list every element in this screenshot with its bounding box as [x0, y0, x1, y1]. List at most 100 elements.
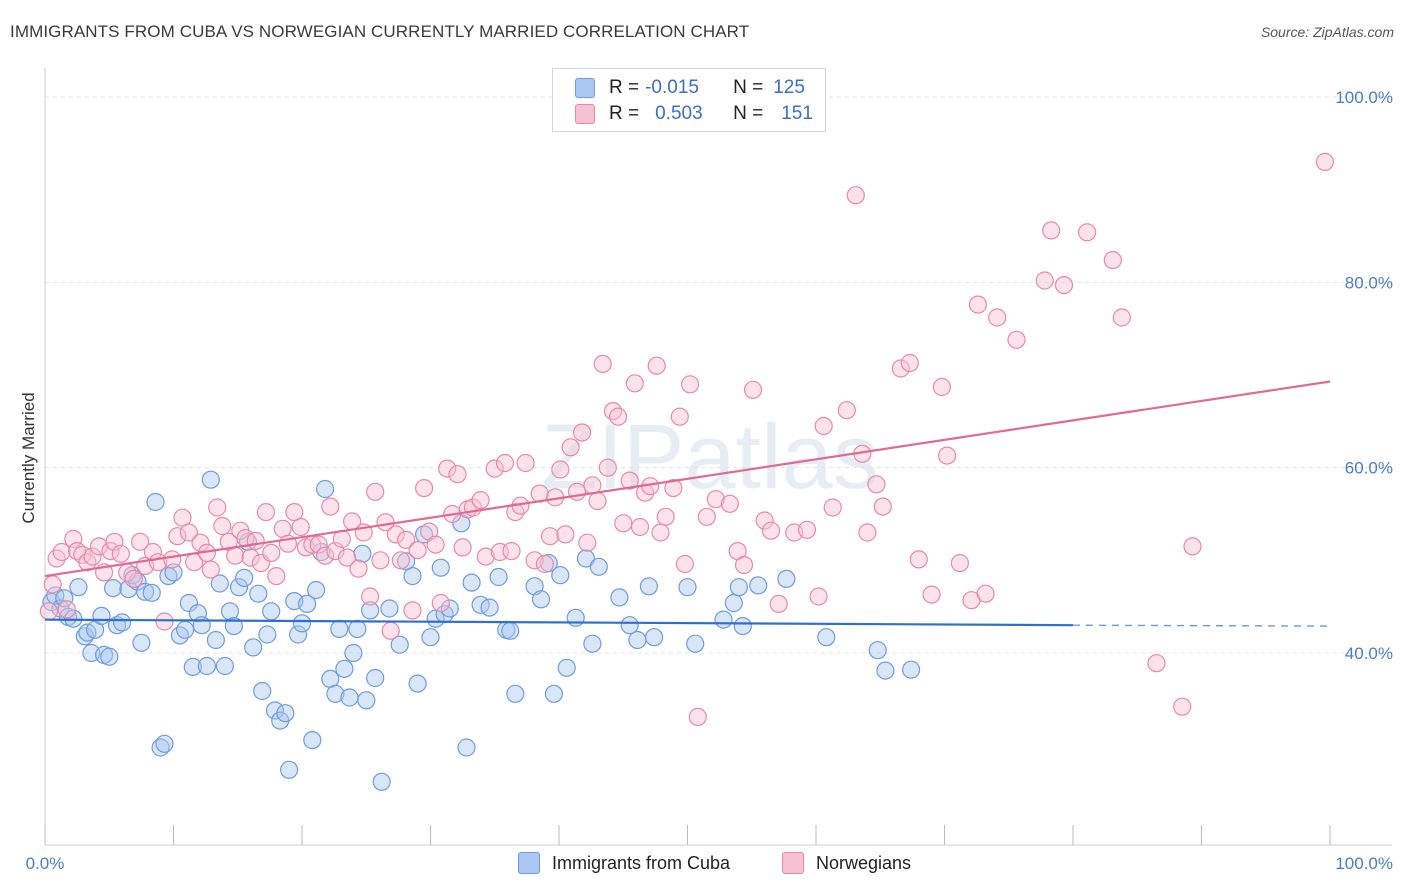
data-point: [321, 497, 340, 516]
data-point: [697, 507, 716, 526]
data-point: [901, 660, 921, 679]
data-point: [176, 620, 195, 639]
data-point: [516, 453, 535, 473]
trend-line-cuba: [44, 618, 1074, 627]
trend-line-cuba-extension: [1072, 624, 1331, 627]
data-point: [335, 659, 354, 678]
data-point: [495, 453, 515, 473]
data-point: [349, 559, 368, 578]
data-point: [210, 574, 229, 593]
data-point: [309, 535, 328, 554]
data-point: [858, 523, 877, 542]
data-point: [1112, 308, 1131, 327]
data-point: [371, 551, 390, 570]
data-point: [267, 566, 286, 586]
data-point: [873, 497, 892, 516]
data-point: [241, 548, 260, 567]
data-point: [372, 772, 391, 791]
data-point: [280, 760, 299, 779]
data-point: [111, 544, 130, 563]
data-point: [408, 540, 427, 560]
data-point: [101, 541, 120, 561]
data-point: [386, 525, 405, 544]
data-point: [431, 593, 450, 613]
data-point: [292, 614, 312, 633]
data-point: [391, 551, 410, 570]
data-point: [262, 602, 281, 621]
bottom-legend-label: Immigrants from Cuba: [552, 852, 731, 873]
data-point: [179, 523, 198, 542]
data-point: [438, 459, 457, 478]
data-point: [876, 661, 895, 680]
data-point: [170, 626, 189, 645]
data-point: [226, 546, 245, 565]
data-point: [603, 402, 623, 421]
data-point: [502, 541, 521, 561]
data-point: [868, 641, 887, 660]
data-point: [720, 494, 740, 513]
data-point: [909, 550, 928, 569]
data-point: [755, 511, 774, 530]
data-point: [567, 482, 587, 501]
data-point: [1007, 330, 1026, 349]
data-point: [1077, 223, 1097, 242]
data-point: [900, 353, 919, 373]
data-point: [837, 401, 856, 420]
data-point: [380, 599, 399, 618]
data-point: [208, 498, 227, 517]
data-point: [686, 634, 705, 653]
data-point: [366, 668, 385, 688]
data-point: [557, 658, 576, 677]
data-point: [761, 521, 781, 540]
data-point: [100, 647, 119, 666]
data-point: [403, 601, 422, 620]
y-tick-label: 80.0%: [1345, 273, 1393, 292]
data-point: [57, 600, 76, 619]
data-point: [1183, 537, 1202, 556]
data-point: [489, 567, 508, 587]
data-point: [625, 374, 644, 393]
data-point: [124, 569, 143, 589]
data-point: [589, 557, 608, 576]
data-point: [656, 507, 675, 526]
bottom-legend-norwegians: Norwegians: [782, 852, 911, 874]
data-point: [366, 482, 385, 501]
data-point: [348, 619, 367, 639]
data-point: [664, 479, 683, 498]
data-point: [131, 532, 150, 551]
data-point: [337, 548, 357, 567]
data-point: [578, 533, 597, 552]
data-point: [588, 491, 607, 511]
data-point: [525, 551, 544, 570]
data-point: [932, 377, 952, 397]
data-point: [64, 529, 83, 549]
legend-row-norwegians: R = 0.503 N = 151: [575, 103, 813, 125]
data-point: [192, 616, 211, 635]
data-point: [201, 560, 220, 579]
data-point: [1147, 654, 1166, 673]
data-point: [644, 628, 664, 647]
data-point: [291, 517, 310, 537]
legend-n-label: N =: [733, 77, 764, 98]
data-point: [397, 530, 416, 550]
data-point: [593, 354, 612, 373]
data-point: [415, 525, 434, 544]
data-point: [706, 490, 725, 509]
data-point: [132, 633, 151, 652]
data-point: [598, 458, 617, 477]
data-point: [390, 635, 409, 654]
data-point: [265, 701, 285, 720]
data-point: [471, 491, 490, 510]
data-point: [628, 630, 647, 650]
data-point: [298, 594, 317, 614]
data-point: [551, 566, 570, 585]
data-point: [678, 578, 697, 597]
bottom-legend-label: Norwegians: [816, 852, 912, 873]
data-point: [326, 684, 345, 703]
data-point: [540, 527, 560, 546]
data-point: [457, 738, 476, 757]
y-tick-label: 60.0%: [1345, 459, 1393, 478]
data-point: [535, 554, 555, 574]
data-point: [197, 656, 216, 676]
data-point: [950, 553, 970, 573]
